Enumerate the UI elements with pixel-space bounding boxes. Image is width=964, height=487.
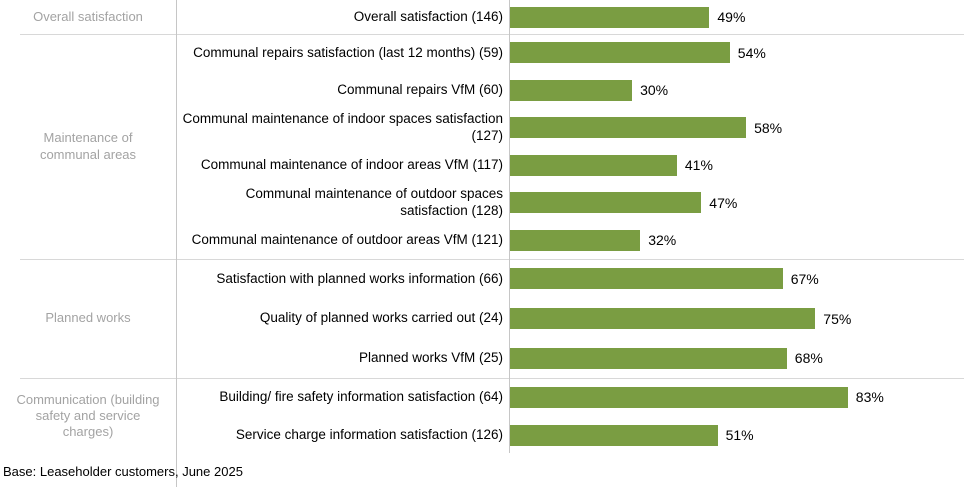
value-label: 49% [717,9,746,25]
item-label: Communal maintenance of indoor spaces sa… [182,111,503,143]
category-divider-line [176,0,177,487]
group-rows: Overall satisfaction (146) 49% [176,0,964,34]
bar [510,117,747,139]
group-label: Maintenance of communal areas [39,130,137,162]
value-label: 75% [823,310,852,327]
item-label: Service charge information satisfaction … [235,426,503,442]
bar-row: Communal maintenance of indoor spaces sa… [176,109,964,147]
item-label: Communal maintenance of indoor areas VfM… [200,157,503,173]
value-label: 83% [855,389,884,405]
item-label: Planned works VfM (25) [358,349,503,365]
value-label: 68% [794,350,823,367]
item-label: Satisfaction with planned works informat… [216,270,503,286]
bar-zone: 54% [510,34,964,72]
bar [510,424,718,446]
bar [510,386,848,408]
group-label: Communication (building safety and servi… [16,391,160,440]
bar [510,154,677,176]
bar-zone: 68% [510,338,964,378]
chart-group: Communication (building safety and servi… [0,378,964,454]
group-label: Planned works [45,310,131,326]
bar-row: Communal repairs VfM (60) 30% [176,72,964,110]
bar-row: Service charge information satisfaction … [176,416,964,454]
base-note: Base: Leaseholder customers, June 2025 [3,464,243,479]
bar-zone: 67% [510,259,964,299]
chart-group: Maintenance of communal areas Communal re… [0,34,964,259]
bar-zone: 83% [510,378,964,416]
value-label: 54% [737,44,766,61]
bar [510,268,783,290]
bar [510,192,702,214]
group-rows: Communal repairs satisfaction (last 12 m… [176,34,964,259]
bar-row: Overall satisfaction (146) 49% [176,0,964,34]
bar [510,79,633,101]
item-label: Communal repairs VfM (60) [337,82,503,98]
chart-rows: Overall satisfaction Overall satisfaction… [0,0,964,454]
value-label: 30% [640,82,669,99]
bar-row: Communal maintenance of outdoor areas Vf… [176,222,964,260]
item-label: Communal maintenance of outdoor areas Vf… [191,232,503,248]
bar-zone: 75% [510,299,964,339]
bar [510,229,641,251]
bar-row: Satisfaction with planned works informat… [176,259,964,299]
group-label: Overall satisfaction [33,8,143,24]
bar-row: Building/ fire safety information satisf… [176,378,964,416]
bar-zone: 49% [510,0,964,34]
bar-zone: 51% [510,416,964,454]
group-rows: Satisfaction with planned works informat… [176,259,964,378]
chart-group: Planned works Satisfaction with planned w… [0,259,964,378]
bar [510,42,730,64]
bar-row: Communal repairs satisfaction (last 12 m… [176,34,964,72]
value-label: 32% [648,232,677,249]
value-label: 51% [725,427,754,443]
bar-row: Communal maintenance of outdoor spaces s… [176,184,964,222]
chart-group: Overall satisfaction Overall satisfaction… [0,0,964,34]
item-label: Overall satisfaction (146) [353,8,503,24]
bar-zone: 30% [510,72,964,110]
bar [510,6,710,28]
bar-zone: 41% [510,147,964,185]
item-label: Communal maintenance of outdoor spaces s… [245,186,503,218]
group-rows: Building/ fire safety information satisf… [176,378,964,454]
value-label: 58% [754,119,783,136]
item-label: Quality of planned works carried out (24… [259,310,503,326]
bar-zone: 47% [510,184,964,222]
value-label: 67% [790,270,819,287]
value-label: 41% [684,157,713,174]
bar [510,308,816,329]
bar-row: Planned works VfM (25) 68% [176,338,964,378]
bar [510,347,787,369]
bar-row: Communal maintenance of indoor areas VfM… [176,147,964,185]
bar-zone: 58% [510,109,964,147]
bar-zone: 32% [510,222,964,260]
bar-row: Quality of planned works carried out (24… [176,299,964,339]
value-axis-baseline [509,0,510,453]
value-label: 47% [709,194,738,211]
item-label: Communal repairs satisfaction (last 12 m… [193,44,503,60]
item-label: Building/ fire safety information satisf… [219,388,503,404]
